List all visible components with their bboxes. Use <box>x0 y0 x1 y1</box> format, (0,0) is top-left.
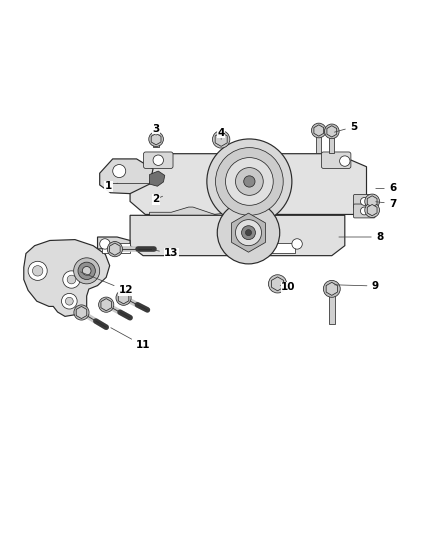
Circle shape <box>339 156 350 166</box>
Circle shape <box>153 155 163 165</box>
Polygon shape <box>98 237 130 249</box>
Text: 13: 13 <box>152 248 179 259</box>
Circle shape <box>113 165 126 177</box>
Text: 5: 5 <box>335 122 357 132</box>
Circle shape <box>244 176 255 187</box>
Polygon shape <box>130 154 367 214</box>
FancyBboxPatch shape <box>144 152 173 168</box>
Text: 9: 9 <box>335 281 379 291</box>
Polygon shape <box>314 125 324 136</box>
Circle shape <box>67 275 76 284</box>
Circle shape <box>207 139 292 224</box>
Circle shape <box>74 305 89 320</box>
Bar <box>102 243 130 253</box>
Circle shape <box>116 290 131 305</box>
Circle shape <box>215 148 283 215</box>
Circle shape <box>100 239 110 249</box>
FancyBboxPatch shape <box>321 152 351 168</box>
Polygon shape <box>118 292 129 304</box>
Polygon shape <box>367 196 377 207</box>
Circle shape <box>311 123 326 138</box>
Circle shape <box>217 201 280 264</box>
Bar <box>329 131 334 153</box>
FancyBboxPatch shape <box>353 195 375 208</box>
Text: 12: 12 <box>81 272 133 295</box>
Circle shape <box>149 132 163 147</box>
Text: 7: 7 <box>376 199 396 208</box>
Circle shape <box>63 271 80 288</box>
Circle shape <box>226 158 273 205</box>
Polygon shape <box>367 205 377 216</box>
Text: 4: 4 <box>218 128 225 140</box>
Polygon shape <box>326 282 337 295</box>
Circle shape <box>212 131 230 148</box>
Circle shape <box>32 265 43 276</box>
Bar <box>329 289 335 324</box>
Circle shape <box>61 293 77 309</box>
Text: 2: 2 <box>152 194 162 204</box>
Polygon shape <box>24 240 110 317</box>
Circle shape <box>236 220 261 246</box>
Text: 11: 11 <box>111 328 150 351</box>
Circle shape <box>242 225 255 240</box>
Circle shape <box>360 207 368 215</box>
Polygon shape <box>215 132 227 147</box>
Polygon shape <box>101 298 111 311</box>
Polygon shape <box>100 159 153 193</box>
Circle shape <box>236 167 263 196</box>
Bar <box>267 243 295 253</box>
Circle shape <box>325 124 339 139</box>
Polygon shape <box>151 134 161 145</box>
Polygon shape <box>130 215 345 256</box>
Polygon shape <box>150 207 232 220</box>
Circle shape <box>74 258 100 284</box>
Circle shape <box>65 297 73 305</box>
FancyBboxPatch shape <box>353 204 375 218</box>
Text: 6: 6 <box>376 183 396 193</box>
Circle shape <box>268 274 287 293</box>
Circle shape <box>365 203 379 217</box>
Circle shape <box>292 239 302 249</box>
Polygon shape <box>76 306 87 319</box>
Polygon shape <box>327 126 337 137</box>
Text: 10: 10 <box>280 282 296 292</box>
Bar <box>153 139 159 147</box>
Circle shape <box>245 230 251 236</box>
Circle shape <box>365 194 379 209</box>
Polygon shape <box>232 213 265 252</box>
Text: 3: 3 <box>152 124 160 135</box>
Text: 8: 8 <box>339 232 383 242</box>
Circle shape <box>107 241 123 257</box>
Circle shape <box>78 262 95 279</box>
Circle shape <box>323 280 340 297</box>
Polygon shape <box>110 243 120 255</box>
Bar <box>316 131 321 153</box>
Circle shape <box>28 261 47 280</box>
Circle shape <box>82 266 91 275</box>
Circle shape <box>360 198 368 205</box>
Text: 1: 1 <box>105 181 117 191</box>
Polygon shape <box>272 277 283 291</box>
Polygon shape <box>150 171 165 186</box>
Circle shape <box>99 297 114 312</box>
